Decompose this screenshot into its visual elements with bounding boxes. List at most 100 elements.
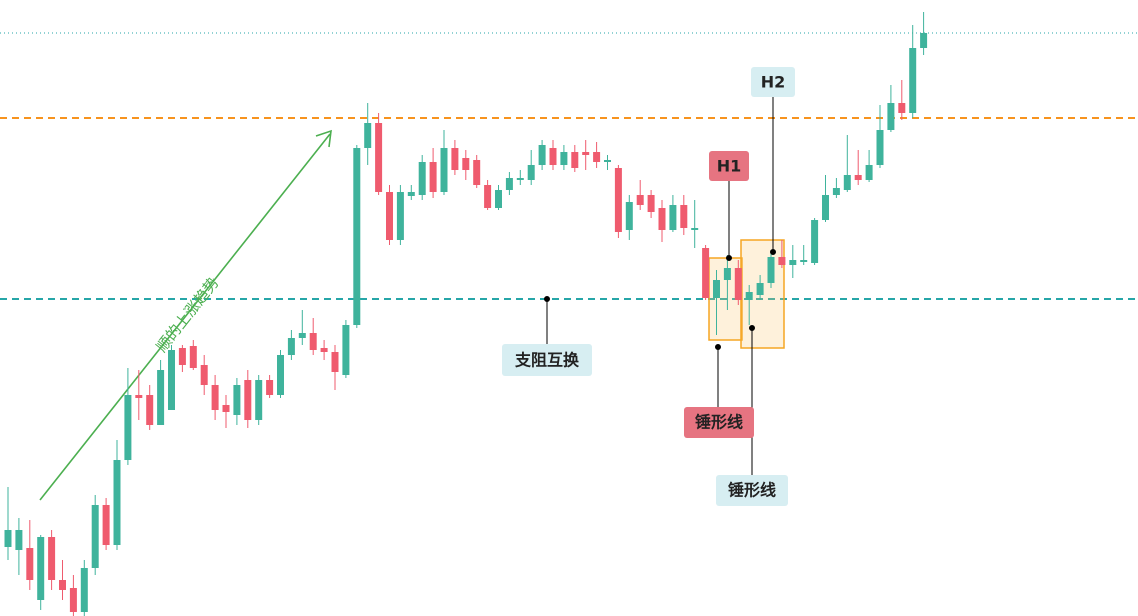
label-box <box>502 344 592 376</box>
label-box <box>709 151 749 181</box>
candle-body <box>113 460 121 545</box>
candle-body <box>745 292 753 300</box>
label-box <box>716 475 788 506</box>
callout-dot <box>749 325 755 331</box>
candle-body <box>331 352 339 372</box>
candle-body <box>462 158 470 170</box>
arrow-head <box>315 129 332 148</box>
candle-body <box>429 162 437 192</box>
candle-body <box>364 123 372 148</box>
candle-body <box>778 257 786 265</box>
candle-body <box>723 268 731 280</box>
candle-body <box>26 548 34 580</box>
candle-body <box>669 205 677 230</box>
candle-body <box>822 195 829 220</box>
candle-body <box>702 248 710 298</box>
candle-body <box>647 195 655 212</box>
candle-body <box>484 185 492 208</box>
callout-dot <box>715 344 721 350</box>
label: H1 <box>717 157 742 176</box>
candle-body <box>789 260 797 265</box>
trend-label: 顺的上涨趋势 <box>153 274 223 356</box>
candle-body <box>876 130 884 165</box>
candle-body <box>48 537 56 580</box>
candle-body <box>102 505 110 545</box>
label-box <box>751 67 795 97</box>
candle-body <box>604 160 611 162</box>
label: 支阻互换 <box>514 351 580 370</box>
candle-body <box>178 348 186 365</box>
candle-body <box>277 355 284 395</box>
candle-body <box>124 395 132 460</box>
candle-body <box>211 385 219 410</box>
candle-body <box>593 152 601 162</box>
callout-dot <box>544 296 550 302</box>
candle-body <box>538 145 546 165</box>
candle-body <box>200 365 208 385</box>
candle-body <box>495 190 502 208</box>
candle-body <box>233 385 241 415</box>
candle-body <box>375 123 383 192</box>
candle-body <box>756 283 764 295</box>
candle-body <box>811 220 819 263</box>
arrow-line <box>39 133 331 501</box>
candle-body <box>168 350 175 410</box>
candle-body <box>407 192 415 196</box>
label: 锤形线 <box>728 481 776 500</box>
candle-body <box>800 260 808 262</box>
candle-body <box>353 148 361 325</box>
candle-body <box>832 188 840 195</box>
candle-body <box>898 103 906 113</box>
candle-body <box>560 152 568 165</box>
label-box <box>684 407 754 438</box>
candle-body <box>135 395 143 398</box>
candle-body <box>843 175 851 190</box>
candle-body <box>680 205 688 228</box>
candles <box>4 12 928 616</box>
candle-body <box>516 178 524 180</box>
candle-body <box>157 370 165 425</box>
callout-dot <box>770 249 776 255</box>
candle-body <box>396 192 404 240</box>
candle-body <box>636 195 644 205</box>
candle-body <box>451 148 459 170</box>
candle-body <box>309 333 317 350</box>
candle-body <box>255 380 263 420</box>
candle-body <box>734 268 742 300</box>
candle-body <box>91 505 99 568</box>
candle-body <box>865 165 873 180</box>
candle-body <box>244 380 252 420</box>
candle-body <box>614 168 622 232</box>
candle-body <box>342 325 350 375</box>
callouts <box>544 96 776 475</box>
candle-body <box>691 228 699 230</box>
candle-body <box>80 568 88 612</box>
candle-body <box>4 530 12 547</box>
candle-body <box>505 178 513 190</box>
callout-dot <box>726 255 732 261</box>
candle-body <box>189 346 197 368</box>
labels: 支阻互换 H1 H2 锤形线 锤形线 <box>502 67 795 506</box>
candle-body <box>222 405 230 412</box>
candle-body <box>887 103 895 130</box>
candle-body <box>549 148 557 165</box>
candle-body <box>658 208 666 230</box>
candle-body <box>625 202 633 230</box>
candle-body <box>418 162 426 195</box>
candle-body <box>266 380 274 395</box>
candle-body <box>713 280 720 298</box>
candle-body <box>473 160 481 185</box>
candle-body <box>767 257 775 283</box>
label: 锤形线 <box>695 413 743 432</box>
candle-body <box>320 348 328 352</box>
candle-body <box>146 395 154 425</box>
candle-body <box>527 165 535 180</box>
levels <box>0 32 1138 300</box>
candle-body <box>440 148 448 192</box>
candle-body <box>37 537 45 600</box>
candle-body <box>909 48 917 113</box>
candle-body <box>386 192 393 240</box>
candle-body <box>287 338 295 355</box>
candle-body <box>59 580 66 590</box>
